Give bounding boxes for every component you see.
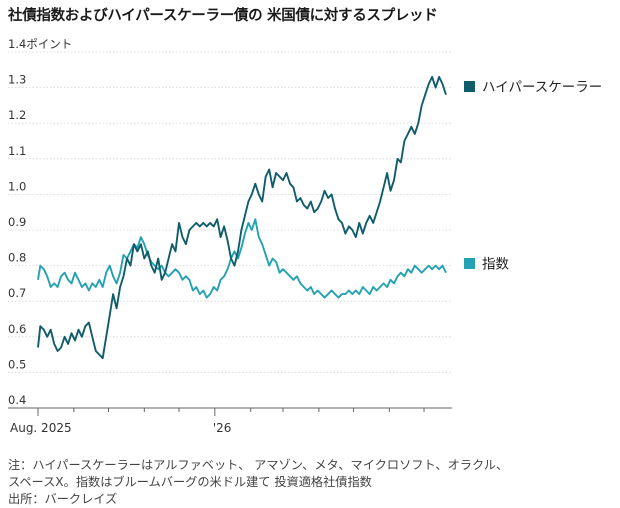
x-tick-label: Aug. 2025 (10, 421, 72, 435)
legend-swatch (464, 81, 475, 92)
legend-item: ハイパースケーラー (464, 80, 602, 96)
note-line-2: スペースX。指数はブルームバーグの米ドル建て 投資適格社債指数 (8, 475, 372, 489)
x-tick-label: '26 (213, 421, 232, 435)
note-line-1: 注：ハイパースケーラーはアルファベット、 アマゾン、メタ、マイクロソフト、オラク… (8, 458, 509, 472)
y-tick-label: 1.2 (8, 108, 26, 122)
source-line: 出所：バークレイズ (8, 492, 118, 506)
y-tick-labels: 0.4 0.5 0.6 0.7 0.8 0.9 1.0 1.1 1.2 1.3 1.4ポイント (8, 37, 72, 407)
legend-swatch (464, 258, 475, 269)
series-lines (37, 75, 447, 360)
y-tick-label: 0.7 (8, 286, 26, 300)
chart-title: 社債指数およびハイパースケーラー債の 米国債に対するスプレッド (8, 8, 438, 24)
y-tick-label: 1.4ポイント (8, 37, 72, 51)
legend-item: 指数 (464, 257, 509, 273)
y-tick-label: 0.9 (8, 215, 26, 229)
legend-label: ハイパースケーラー (482, 80, 602, 96)
notes: 注：ハイパースケーラーはアルファベット、 アマゾン、メタ、マイクロソフト、オラク… (8, 457, 508, 508)
legend-label: 指数 (482, 257, 509, 273)
y-tick-label: 0.4 (8, 393, 26, 407)
series-line-index (37, 218, 447, 299)
y-tick-label: 0.5 (8, 357, 26, 371)
x-axis: Aug. 2025 '26 (10, 408, 425, 435)
y-tick-label: 0.6 (8, 322, 26, 336)
y-tick-label: 1.3 (8, 73, 26, 87)
y-tick-label: 0.8 (8, 251, 26, 265)
series-line-hyperscaler (37, 75, 447, 360)
y-tick-label: 1.0 (8, 179, 26, 193)
grid (8, 51, 452, 409)
y-tick-label: 1.1 (8, 144, 26, 158)
